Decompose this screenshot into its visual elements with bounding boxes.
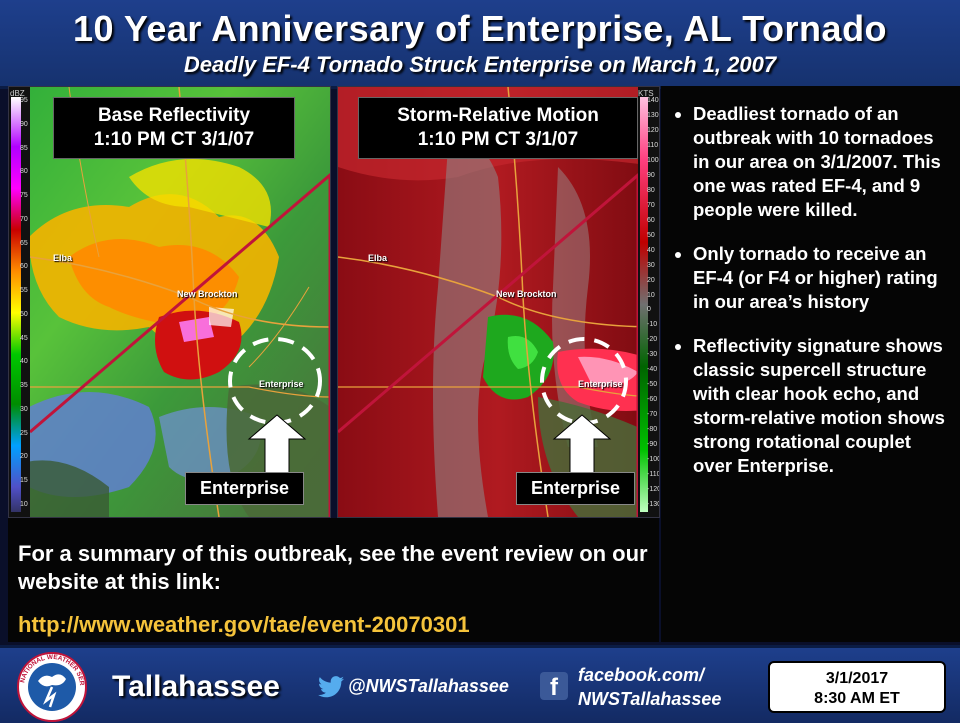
scale-tick-label: 80 — [647, 186, 655, 194]
facebook-line2: NWSTallahassee — [578, 689, 722, 709]
scale-tick-label: 50 — [20, 310, 28, 318]
panel-title-line1: Base Reflectivity — [97, 105, 251, 126]
map-label-elba: Elba — [53, 253, 73, 263]
panel-title-line2: 1:10 PM CT 3/1/07 — [417, 129, 579, 150]
scale-tick-label: 140 — [647, 97, 659, 104]
scale-tick-label: 75 — [20, 192, 28, 200]
scale-tick-label: 25 — [20, 429, 28, 437]
map-label-new-brockton: New Brockton — [177, 289, 238, 299]
scale-tick-label: 70 — [647, 201, 655, 209]
scale-tick-label: -130 — [647, 501, 660, 508]
fact-item: Only tornado to receive an EF-4 (or F4 o… — [693, 242, 948, 314]
scale-tick-label: 130 — [647, 111, 659, 119]
reflectivity-panel: dBZ 95 90 85 80 75 70 65 60 55 50 45 40 35 30 25 20 15 10… — [8, 86, 331, 518]
scale-tick-label: 45 — [20, 334, 28, 342]
facebook-icon[interactable]: f — [540, 672, 568, 701]
facebook-link[interactable]: facebook.com/ NWSTallahassee — [578, 663, 721, 711]
scale-tick-label: 85 — [20, 144, 28, 152]
scale-tick-label: -30 — [647, 351, 658, 359]
scale-tick-label: 30 — [20, 405, 28, 413]
summary-panel: For a summary of this outbreak, see the … — [8, 518, 659, 642]
map-label-elba: Elba — [368, 253, 388, 263]
scale-tick-label: -40 — [647, 366, 658, 374]
scale-tick-label: -100 — [647, 456, 660, 464]
scale-tick-label: 10 — [647, 291, 655, 299]
velocity-panel: KTS 140 130 120 110 100 90 80 70 60 50 40 30 20 10 0 -1… — [337, 86, 660, 518]
facebook-line1: facebook.com/ — [578, 665, 705, 685]
scale-tick-label: 0 — [647, 306, 651, 314]
scale-tick-label: -60 — [647, 396, 658, 404]
twitter-icon[interactable] — [318, 676, 344, 698]
key-facts-list: Deadliest tornado of an outbreak with 10… — [661, 86, 960, 478]
scale-tick-label: 100 — [647, 156, 659, 164]
scale-tick-label: 30 — [647, 261, 655, 269]
scale-tick-label: 50 — [647, 231, 655, 239]
enterprise-location-label: Enterprise — [185, 472, 305, 505]
date-text: 3/1/2017 — [825, 670, 889, 687]
scale-tick-label: 60 — [647, 216, 655, 224]
scale-tick-label: 20 — [20, 453, 28, 461]
scale-tick-label: 95 — [20, 97, 28, 104]
summary-text: For a summary of this outbreak, see the … — [18, 541, 648, 594]
header-banner: 10 Year Anniversary of Enterprise, AL To… — [0, 0, 960, 89]
office-name: Tallahassee — [112, 670, 280, 703]
map-label-enterprise: Enterprise — [259, 379, 304, 389]
panel-title-line1: Storm-Relative Motion — [397, 105, 599, 126]
velocity-title: Storm-Relative Motion 1:10 PM CT 3/1/07 — [358, 97, 638, 159]
scale-tick-label: -70 — [647, 411, 658, 419]
scale-tick-label: 70 — [20, 215, 28, 223]
scale-tick-label: -10 — [647, 321, 658, 329]
fact-item: Deadliest tornado of an outbreak with 10… — [693, 102, 948, 222]
scale-tick-label: -80 — [647, 426, 658, 434]
event-review-link[interactable]: http://www.weather.gov/tae/event-2007030… — [18, 612, 470, 637]
scale-tick-label: 110 — [647, 141, 659, 149]
scale-unit-label: dBZ — [10, 89, 25, 98]
scale-tick-label: -50 — [647, 381, 658, 389]
time-text: 8:30 AM ET — [814, 690, 900, 707]
scale-tick-label: 60 — [20, 263, 28, 271]
page-subtitle: Deadly EF-4 Tornado Struck Enterprise on… — [183, 52, 777, 77]
scale-tick-label: 15 — [20, 477, 28, 485]
scale-tick-label: 35 — [20, 382, 28, 390]
scale-unit-label: KTS — [638, 89, 654, 98]
scale-tick-label: 20 — [647, 276, 655, 284]
scale-tick-label: 80 — [20, 168, 28, 176]
nws-logo: NATIONAL WEATHER SERVICE — [16, 651, 87, 722]
scale-tick-label: 90 — [647, 171, 655, 179]
page-title: 10 Year Anniversary of Enterprise, AL To… — [72, 8, 888, 49]
reflectivity-scale: dBZ 95 90 85 80 75 70 65 60 55 50 45 40 35 30 25 20 15 10 — [9, 87, 30, 517]
scale-tick-label: 65 — [20, 239, 28, 247]
twitter-handle[interactable]: @NWSTallahassee — [348, 676, 509, 696]
scale-tick-label: 90 — [20, 120, 28, 128]
panel-title-line2: 1:10 PM CT 3/1/07 — [93, 129, 255, 150]
key-facts-panel: Deadliest tornado of an outbreak with 10… — [661, 86, 960, 642]
scale-tick-label: 10 — [20, 501, 28, 508]
reflectivity-title: Base Reflectivity 1:10 PM CT 3/1/07 — [53, 97, 295, 159]
scale-tick-label: 55 — [20, 287, 28, 295]
scale-tick-label: -120 — [647, 486, 660, 494]
scale-tick-label: 40 — [20, 358, 28, 366]
scale-tick-label: -20 — [647, 336, 658, 344]
scale-tick-label: 40 — [647, 246, 655, 254]
footer-banner: NATIONAL WEATHER SERVICE Tallahassee @NW… — [0, 645, 960, 723]
fact-item: Reflectivity signature shows classic sup… — [693, 334, 948, 478]
enterprise-location-label: Enterprise — [516, 472, 636, 505]
date-box: 3/1/2017 8:30 AM ET — [768, 661, 946, 713]
scale-tick-label: -110 — [647, 471, 660, 479]
map-label-enterprise: Enterprise — [578, 379, 623, 389]
map-label-new-brockton: New Brockton — [496, 289, 557, 299]
scale-tick-label: 120 — [647, 126, 659, 134]
scale-tick-label: -90 — [647, 441, 658, 449]
velocity-scale: KTS 140 130 120 110 100 90 80 70 60 50 40 30 20 10 0 -1… — [638, 87, 659, 517]
